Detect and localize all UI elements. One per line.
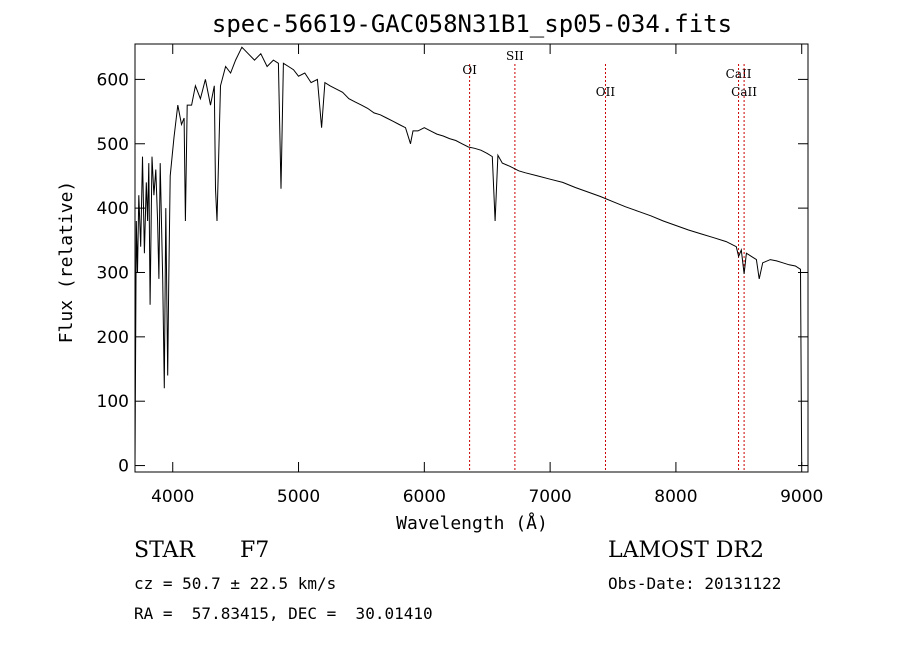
y-axis-label: Flux (relative) [56, 181, 77, 344]
x-tick-label: 5000 [277, 487, 320, 507]
marker-label: CaII [726, 67, 752, 81]
survey-name: LAMOST DR2 [608, 538, 764, 563]
x-axis-label: Wavelength (Å) [396, 512, 548, 534]
line-markers: OI SII OII CaII CaII [462, 49, 757, 472]
x-tick-label: 9000 [780, 487, 823, 507]
marker-label: CaII [731, 85, 757, 99]
x-tick-label: 4000 [151, 487, 194, 507]
y-tick-label: 200 [97, 328, 129, 348]
y-tick-label: 300 [97, 263, 129, 283]
object-class: STAR [134, 538, 195, 563]
y-tick-label: 500 [97, 135, 129, 155]
y-tick-label: 0 [118, 457, 129, 477]
y-tick-label: 400 [97, 199, 129, 219]
y-tick-label: 600 [97, 70, 129, 90]
plot-frame [134, 43, 809, 473]
x-tick-label: 6000 [403, 487, 446, 507]
marker-label: OI [462, 63, 477, 77]
axes: 4000 5000 6000 7000 8000 9000 0 100 200 300 400 500… [97, 44, 823, 507]
ra-dec-coordinates: RA = 57.83415, DEC = 30.01410 [134, 604, 433, 623]
x-tick-label: 7000 [528, 487, 571, 507]
marker-label: OII [596, 85, 616, 99]
y-tick-label: 100 [97, 392, 129, 412]
marker-label: SII [506, 49, 524, 63]
observation-date: Obs-Date: 20131122 [608, 574, 782, 593]
object-subclass: F7 [240, 538, 270, 563]
x-tick-label: 8000 [654, 487, 697, 507]
chart-title: spec-56619-GAC058N31B1_sp05-034.fits [212, 10, 732, 38]
spectrum-line [134, 46, 803, 466]
redshift-cz: cz = 50.7 ± 22.5 km/s [134, 574, 337, 593]
